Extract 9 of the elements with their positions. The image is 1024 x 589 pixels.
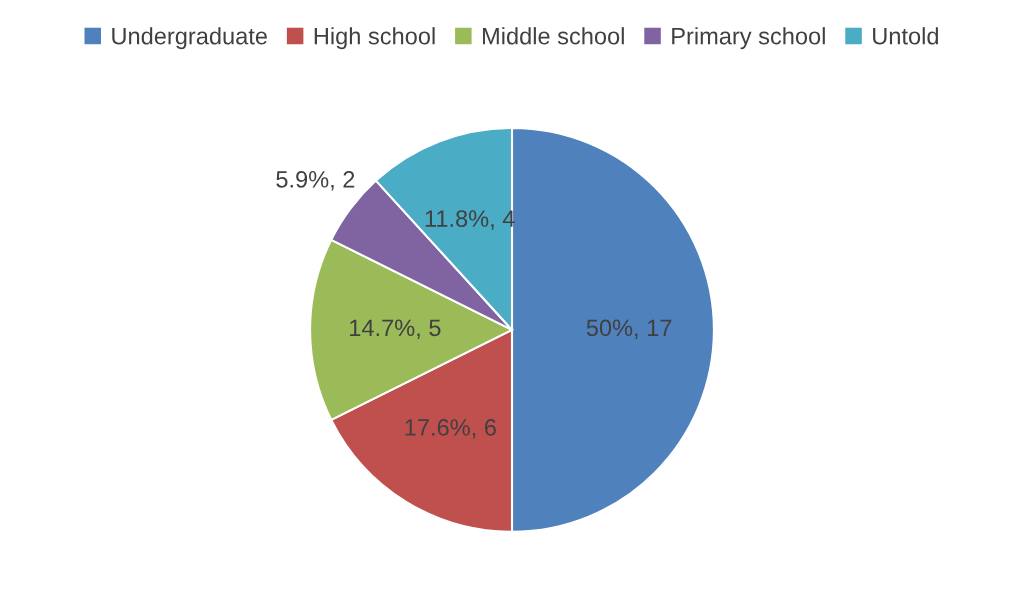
data-label: 17.6%, 6 [405, 419, 496, 439]
data-label: 5.9%, 2 [276, 170, 355, 191]
data-label: 14.7%, 5 [350, 319, 441, 339]
data-label: 50%, 17 [586, 319, 672, 339]
legend-label: Undergraduate [112, 27, 267, 50]
legend-label: Primary school [672, 27, 825, 50]
legend-label: Untold [873, 27, 938, 45]
legend-label: Middle school [482, 27, 624, 45]
legend-label: High school [314, 27, 435, 50]
